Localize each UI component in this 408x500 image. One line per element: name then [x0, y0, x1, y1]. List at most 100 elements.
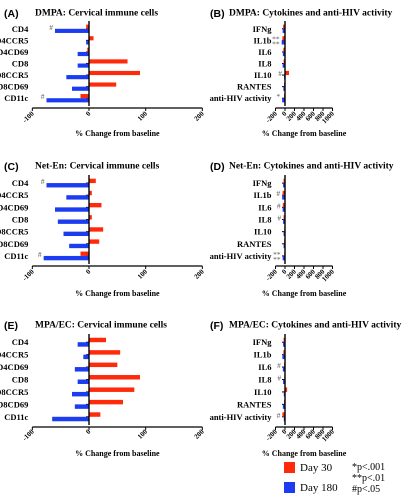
- chart-panel: (D) Net-En: Cytokines and anti-HIV activi…: [210, 161, 394, 298]
- x-tick-label: 200: [193, 427, 206, 440]
- category-label: CD4CCR5: [0, 350, 28, 360]
- category-label: CD8CD69: [0, 82, 28, 92]
- x-tick-label: 100: [136, 427, 149, 440]
- chart-panel: (F) MPA/EC: Cytokines and anti-HIV activi…: [210, 320, 402, 458]
- bar-day180: [282, 367, 285, 372]
- panel-label: (D): [210, 161, 225, 173]
- panel-label: (E): [4, 320, 18, 332]
- bar-day180: [283, 243, 285, 249]
- x-tick-label: 0: [280, 109, 288, 117]
- bar-day180: [77, 379, 89, 384]
- bar-day30: [80, 94, 89, 99]
- panel-label: (C): [4, 161, 19, 173]
- chart-panel: (C) Net-En: Cervical immune cells CD4 CD4CC…: [0, 161, 206, 298]
- bar-day30: [283, 337, 285, 343]
- bar-day30: [282, 190, 285, 196]
- x-tick-label: -200: [264, 267, 279, 282]
- category-label: CD4CCR5: [0, 190, 28, 200]
- bar-day180: [86, 40, 89, 45]
- category-label: CD4CD69: [0, 47, 28, 57]
- category-label: IL1b: [254, 190, 272, 200]
- bar-day180: [77, 63, 89, 68]
- significance-marker: #: [41, 92, 45, 101]
- x-tick-label: 0: [280, 427, 288, 435]
- bar-day30: [89, 412, 101, 417]
- category-label: IL8: [258, 375, 271, 385]
- bar-day30: [89, 375, 140, 380]
- significance-marker: **: [273, 255, 281, 264]
- bar-day180: [69, 243, 89, 249]
- bar-day180: [55, 28, 89, 33]
- x-axis-label: % Change from baseline: [262, 449, 347, 458]
- chart-title: DMPA: Cervical immune cells: [35, 9, 158, 19]
- bar-day30: [89, 82, 117, 87]
- category-label: IL8: [258, 215, 271, 225]
- bar-day180: [72, 391, 89, 397]
- bar-day30: [89, 399, 123, 405]
- bar-day180: [83, 354, 89, 360]
- bar-day30: [89, 215, 92, 220]
- category-label: CD4CD69: [0, 362, 28, 372]
- bar-day30: [89, 178, 96, 184]
- bar-day180: [43, 255, 89, 261]
- bar-day30: [283, 24, 285, 29]
- bar-day180: [282, 28, 285, 33]
- x-tick-label: -100: [21, 267, 36, 282]
- category-label: IFNg: [253, 24, 273, 34]
- bar-day180: [283, 342, 285, 347]
- bar-day180: [63, 231, 89, 237]
- category-label: CD8: [12, 215, 29, 225]
- bar-day30: [283, 59, 285, 64]
- bar-day180: [282, 404, 285, 409]
- significance-marker: #: [278, 69, 282, 78]
- category-label: IL10: [254, 70, 271, 80]
- bar-day30: [89, 227, 104, 232]
- category-label: CD8CD69: [0, 239, 28, 249]
- bar-day180: [282, 63, 285, 68]
- legend: Day 30 Day 180: [284, 462, 338, 494]
- bar-day30: [87, 47, 89, 52]
- bar-day180: [55, 207, 89, 212]
- bar-day30: [89, 362, 118, 368]
- category-label: CD8CCR5: [0, 70, 28, 80]
- significance-marker: #: [41, 177, 45, 186]
- significance-marker: **: [272, 34, 280, 43]
- bar-day30: [89, 387, 135, 392]
- bar-day180: [283, 86, 285, 91]
- bar-day30: [285, 70, 290, 76]
- chart-panel: (B) DMPA: Cytokines and anti-HIV activity…: [210, 8, 393, 138]
- bar-day30: [80, 251, 89, 256]
- chart-title: DMPA: Cytokines and anti-HIV activity: [229, 9, 393, 19]
- significance-marker: #: [277, 361, 281, 370]
- category-label: CD8: [12, 59, 29, 69]
- category-label: CD8CD69: [0, 399, 28, 409]
- bar-day30: [282, 412, 285, 417]
- panel-label: (B): [210, 8, 225, 20]
- category-label: IL10: [254, 227, 271, 237]
- category-label: RANTES: [237, 399, 272, 409]
- category-label: anti-HIV activity: [210, 93, 273, 103]
- bar-day30: [283, 178, 285, 184]
- bar-day180: [46, 98, 89, 103]
- bar-day180: [66, 195, 89, 200]
- legend-swatch: [284, 462, 295, 473]
- bar-day30: [89, 59, 128, 64]
- x-axis-label: % Change from baseline: [75, 449, 160, 458]
- x-tick-label: -100: [21, 109, 36, 124]
- category-label: CD11c: [4, 412, 28, 422]
- chart-title: MPA/EC: Cytokines and anti-HIV activity: [229, 321, 401, 331]
- category-label: IL10: [254, 387, 271, 397]
- bar-day30: [89, 239, 100, 244]
- x-tick-label: 100: [136, 267, 149, 280]
- category-label: CD4: [12, 24, 29, 34]
- bar-day30: [283, 215, 285, 220]
- legend-swatch: [284, 482, 295, 493]
- significance-marker: #: [277, 411, 281, 420]
- bar-day180: [283, 379, 285, 384]
- significance-key-item: #p<.05: [352, 484, 380, 495]
- bar-day30: [89, 190, 92, 196]
- bar-day180: [281, 40, 285, 45]
- bar-day30: [89, 36, 94, 41]
- x-tick-label: -100: [21, 427, 36, 442]
